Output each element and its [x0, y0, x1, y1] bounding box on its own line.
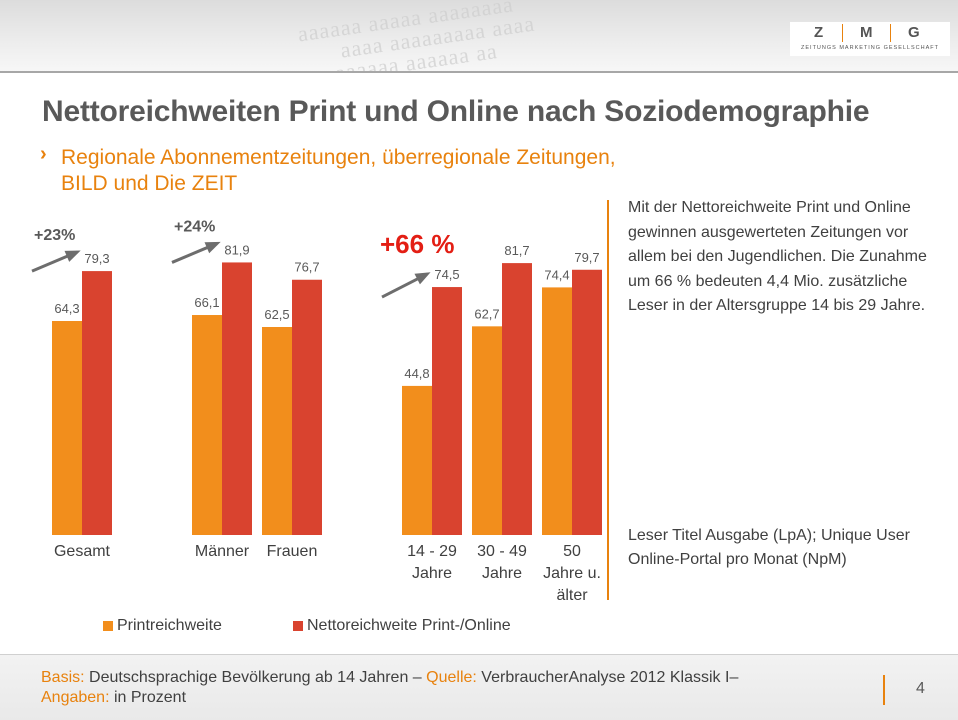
header-rule: [0, 71, 958, 73]
bars-layer: [52, 262, 602, 535]
category-label-line: Männer: [195, 543, 250, 560]
category-label-30-49-jahre: 30 - 49 Jahre: [477, 543, 527, 582]
annotations-layer: +23% +24% +66 %: [31, 218, 454, 299]
subtitle-line-1: Regionale Abonnementzeitungen, überregio…: [61, 146, 616, 169]
footer-unit-label: Angaben:: [41, 689, 110, 706]
subtitle-line-2: BILD und Die ZEIT: [61, 172, 238, 195]
footer-basis-text: Deutschsprachige Bevölkerung ab 14 Jahre…: [89, 669, 422, 686]
growth-arrow-head-männer: [204, 241, 221, 254]
category-labels-layer: Gesamt Männer Frauen 14 - 29 Jahre 30 - 49 Jah…: [54, 543, 601, 604]
value-label-online-männer: 81,9: [224, 242, 249, 257]
category-label-line: älter: [556, 587, 588, 604]
value-label-online-30-49-jahre: 81,7: [504, 243, 529, 258]
category-label-line: Jahre: [412, 565, 452, 582]
legend-label-online: Nettoreichweite Print-/Online: [307, 617, 511, 634]
category-label-14-29-jahre: 14 - 29 Jahre: [407, 543, 457, 582]
value-label-print-männer: 66,1: [194, 295, 219, 310]
category-label-line: 14 - 29: [407, 543, 457, 560]
logo-subtitle: ZEITUNGS MARKETING GESELLSCHAFT: [801, 45, 939, 51]
zmg-logo: Z M G ZEITUNGS MARKETING GESELLSCHAFT: [790, 22, 950, 56]
divider-line: [607, 200, 609, 600]
footer-divider: [883, 675, 885, 705]
footer-unit-text: in Prozent: [113, 689, 187, 706]
value-label-online-gesamt: 79,3: [84, 251, 109, 266]
category-label-50-jahre-u-älter: 50 Jahre u. älter: [543, 543, 601, 604]
bar-online-50-jahre-u-älter: [572, 269, 602, 535]
value-label-online-50-jahre-u-älter: 79,7: [574, 250, 599, 265]
bar-print-gesamt: [52, 321, 82, 535]
growth-arrow-head-14-29-jahre: [414, 272, 431, 285]
value-label-print-30-49-jahre: 62,7: [474, 306, 499, 321]
page-number: 4: [916, 680, 925, 697]
growth-arrow-head-gesamt: [64, 250, 81, 262]
logo-letter-g: G: [908, 24, 920, 41]
footer-basis-label: Basis:: [41, 669, 85, 686]
category-label-gesamt: Gesamt: [54, 543, 111, 560]
logo-divider: [842, 24, 843, 42]
bar-online-männer: [222, 262, 252, 535]
legend-item-print: Printreichweite: [103, 617, 222, 637]
bar-print-30-49-jahre: [472, 326, 502, 535]
logo-letter-z: Z: [814, 24, 824, 41]
category-label-männer: Männer: [195, 543, 250, 560]
chevron-right-icon: ›: [40, 143, 47, 165]
category-label-line: Jahre: [482, 565, 522, 582]
bar-print-50-jahre-u-älter: [542, 287, 572, 535]
side-note: Mit der Nettoreichweite Print und Online…: [628, 199, 927, 314]
value-labels-layer: 64,3 79,3 66,1 81,9 62,5 76,7 44,8 74,5 62,7 81,7…: [54, 242, 599, 380]
logo-divider: [890, 24, 891, 42]
value-label-online-frauen: 76,7: [294, 260, 319, 275]
category-label-line: Frauen: [267, 543, 318, 560]
category-label-line: 30 - 49: [477, 543, 527, 560]
footer: Basis: Deutschsprachige Bevölkerung ab 1…: [0, 654, 958, 720]
value-label-print-14-29-jahre: 44,8: [404, 366, 429, 381]
logo-letter-m: M: [860, 24, 873, 41]
growth-annotation-gesamt: +23%: [34, 227, 75, 244]
category-label-line: 50: [563, 543, 581, 560]
bar-print-14-29-jahre: [402, 385, 432, 535]
bar-online-frauen: [292, 279, 322, 535]
side-source-note: Leser Titel Ausgabe (LpA); Unique User O…: [628, 527, 910, 568]
footer-text: Basis: Deutschsprachige Bevölkerung ab 1…: [41, 668, 861, 708]
footer-source-label: Quelle:: [426, 669, 477, 686]
subtitle: Regionale Abonnementzeitungen, überregio…: [61, 145, 761, 197]
growth-annotation-männer: +24%: [174, 218, 215, 235]
legend-label-print: Printreichweite: [117, 617, 222, 634]
bar-online-14-29-jahre: [432, 287, 462, 535]
category-label-line: Gesamt: [54, 543, 111, 560]
growth-annotation-14-29-jahre: +66 %: [380, 229, 454, 259]
legend-swatch-online: [293, 621, 303, 631]
bar-online-gesamt: [82, 271, 112, 535]
bar-print-frauen: [262, 327, 292, 535]
legend-item-online: Nettoreichweite Print-/Online: [293, 617, 511, 637]
category-label-line: Jahre u.: [543, 565, 601, 582]
category-label-frauen: Frauen: [267, 543, 318, 560]
legend-swatch-print: [103, 621, 113, 631]
footer-source-text: VerbraucherAnalyse 2012 Klassik I–: [481, 669, 739, 686]
value-label-print-gesamt: 64,3: [54, 301, 79, 316]
value-label-print-50-jahre-u-älter: 74,4: [544, 267, 569, 282]
value-label-print-frauen: 62,5: [264, 307, 289, 322]
bar-online-30-49-jahre: [502, 263, 532, 535]
value-label-online-14-29-jahre: 74,5: [434, 267, 459, 282]
page-title: Nettoreichweiten Print und Online nach S…: [42, 95, 870, 128]
bar-print-männer: [192, 315, 222, 535]
